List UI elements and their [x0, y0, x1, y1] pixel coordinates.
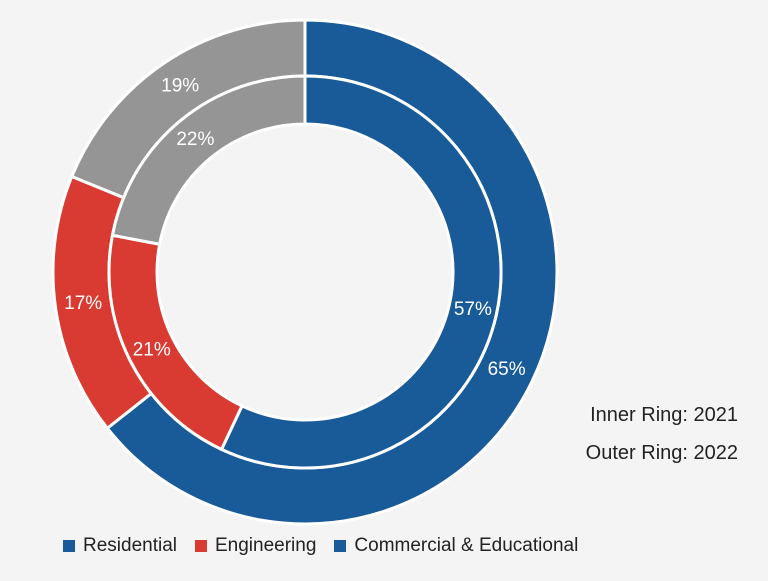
legend-swatch-residential [63, 540, 75, 552]
legend-swatch-commercial-educational [334, 540, 347, 552]
legend-label-commercial-educational: Commercial & Educational [354, 535, 579, 556]
legend-item-residential: Residential [63, 535, 177, 557]
outer-label-residential: 65% [488, 359, 526, 380]
outer-label-engineering: 17% [64, 293, 102, 314]
legend-label-residential: Residential [83, 535, 177, 556]
legend-swatch-engineering [195, 540, 207, 552]
inner-label-engineering: 21% [133, 340, 171, 361]
inner-slice-commercial-educational [110, 74, 307, 247]
legend-label-engineering: Engineering [215, 535, 317, 556]
inner-slice-residential [219, 74, 503, 470]
outer-ring-note: Outer Ring: 2022 [585, 442, 738, 464]
inner-label-residential: 57% [454, 299, 492, 320]
legend-item-commercial-educational: Commercial & Educational [334, 535, 578, 557]
legend-item-engineering: Engineering [195, 535, 316, 557]
outer-label-commercial-educational: 19% [161, 75, 199, 96]
inner-label-commercial-educational: 22% [176, 129, 214, 150]
legend: Residential Engineering Commercial & Edu… [63, 535, 578, 557]
inner-ring-note: Inner Ring: 2021 [590, 404, 738, 426]
